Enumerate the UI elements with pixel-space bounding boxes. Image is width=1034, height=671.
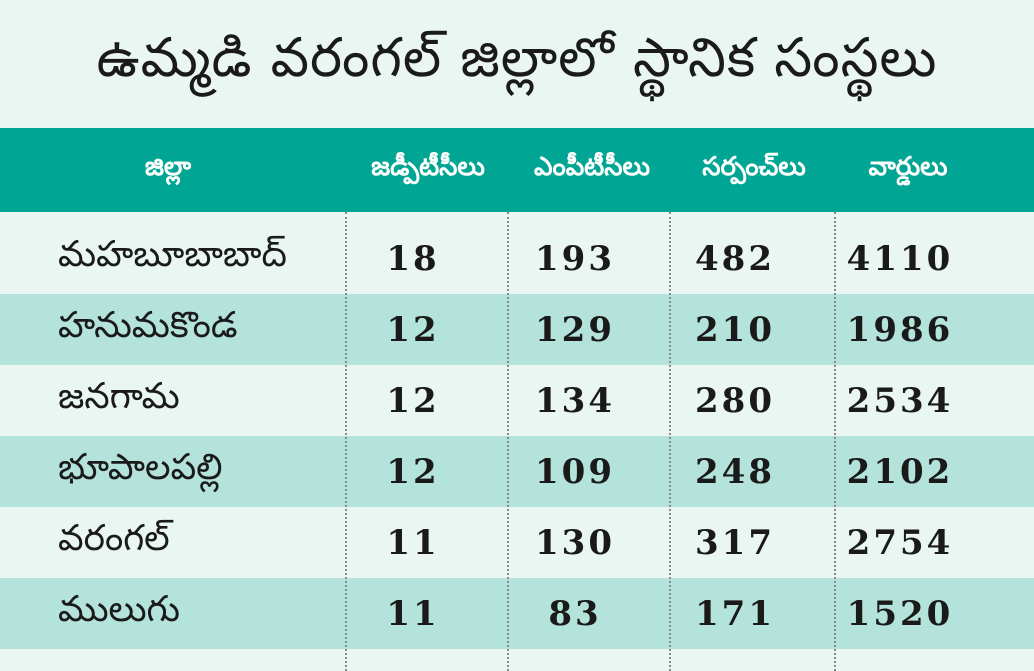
table-row: ములుగు 11 83 171 1520 bbox=[0, 578, 1034, 649]
district-name: భూపాలపల్లి bbox=[58, 446, 223, 488]
table-row: మహబూబాబాద్ 18 193 482 4110 bbox=[0, 223, 1034, 294]
ward-count: 2534 bbox=[846, 380, 954, 421]
district-name: జనగామ bbox=[58, 375, 180, 417]
column-divider bbox=[834, 212, 836, 671]
ward-count: 1520 bbox=[846, 593, 954, 634]
table-title: ఉమ్మడి వరంగల్ జిల్లాలో స్థానిక సంస్థలు bbox=[96, 25, 938, 89]
ward-count: 1986 bbox=[846, 309, 954, 350]
column-header-mptc: ఎంపీటీసీలు bbox=[534, 152, 650, 182]
district-name: వరంగల్ bbox=[58, 517, 170, 559]
mptc-count: 109 bbox=[535, 451, 615, 492]
column-header-sarpanch: సర్పంచ్‌లు bbox=[702, 152, 806, 182]
district-name: మహబూబాబాద్ bbox=[58, 233, 287, 275]
table-row: హనుమకొండ 12 129 210 1986 bbox=[0, 294, 1034, 365]
sarpanch-count: 317 bbox=[695, 522, 775, 563]
sarpanch-count: 171 bbox=[695, 593, 775, 634]
table-row: భూపాలపల్లి 12 109 248 2102 bbox=[0, 436, 1034, 507]
table-row: వరంగల్ 11 130 317 2754 bbox=[0, 507, 1034, 578]
mptc-count: 193 bbox=[535, 238, 615, 279]
mptc-count: 83 bbox=[548, 593, 602, 634]
column-header-wards: వార్డులు bbox=[868, 152, 948, 182]
zptc-count: 12 bbox=[386, 309, 440, 350]
mptc-count: 129 bbox=[535, 309, 615, 350]
sarpanch-count: 482 bbox=[695, 238, 775, 279]
sarpanch-count: 280 bbox=[695, 380, 775, 421]
column-header-zptc: జడ్పీటీసీలు bbox=[371, 152, 485, 182]
ward-count: 2754 bbox=[846, 522, 954, 563]
table-header: జిల్లా జడ్పీటీసీలు ఎంపీటీసీలు సర్పంచ్‌లు… bbox=[0, 128, 1034, 212]
zptc-count: 11 bbox=[386, 522, 440, 563]
zptc-count: 12 bbox=[386, 380, 440, 421]
zptc-count: 12 bbox=[386, 451, 440, 492]
district-name: హనుమకొండ bbox=[58, 304, 238, 346]
column-divider bbox=[345, 212, 347, 671]
zptc-count: 18 bbox=[386, 238, 440, 279]
mptc-count: 134 bbox=[535, 380, 615, 421]
zptc-count: 11 bbox=[386, 593, 440, 634]
column-divider bbox=[507, 212, 509, 671]
ward-count: 4110 bbox=[846, 238, 954, 279]
district-name: ములుగు bbox=[58, 588, 180, 630]
sarpanch-count: 248 bbox=[695, 451, 775, 492]
sarpanch-count: 210 bbox=[695, 309, 775, 350]
table-row: జనగామ 12 134 280 2534 bbox=[0, 365, 1034, 436]
column-header-district: జిల్లా bbox=[144, 152, 192, 182]
column-divider bbox=[669, 212, 671, 671]
mptc-count: 130 bbox=[535, 522, 615, 563]
ward-count: 2102 bbox=[846, 451, 954, 492]
